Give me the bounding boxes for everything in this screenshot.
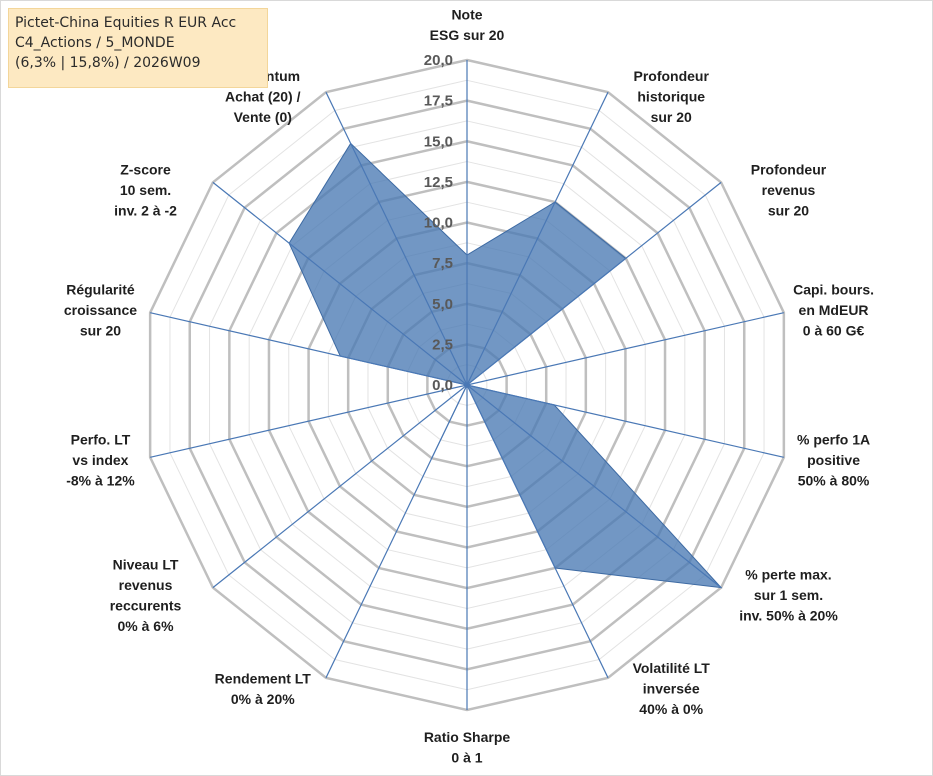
axis-label-line: Note <box>451 7 482 23</box>
axis-label-line: Perfo. LT <box>71 431 131 447</box>
tick-label: 0,0 <box>432 377 453 394</box>
tick-label: 2,5 <box>432 336 453 353</box>
axis-spoke-14 <box>325 91 468 386</box>
tick-label: 20,0 <box>424 52 453 69</box>
axis-label-line: Régularité <box>66 282 135 298</box>
axis-label-line: Profondeur <box>751 161 827 177</box>
tick-label: 12,5 <box>424 174 453 191</box>
axis-label-4: Capi. bours. en MdEUR 0 à 60 G€ <box>793 282 874 339</box>
axis-label-line: vs index <box>72 452 128 468</box>
axis-spoke-4 <box>466 312 784 386</box>
fund-category: C4_Actions / 5_MONDE <box>15 35 175 51</box>
axis-label-1: Note ESG sur 20 <box>430 7 505 44</box>
radar-spokes <box>150 60 784 710</box>
axis-label-line: inversée <box>643 681 700 697</box>
axis-label-line: Niveau LT <box>113 556 179 572</box>
tick-label: 10,0 <box>424 215 453 232</box>
axis-label-7: Volatilité LT inversée 40% à 0% <box>633 660 711 717</box>
tick-label: 5,0 <box>432 296 453 313</box>
axis-label-line: sur 20 <box>80 323 121 339</box>
axis-label-11: Perfo. LT vs index -8% à 12% <box>66 431 135 488</box>
axis-label-line: 0 à 1 <box>451 750 482 766</box>
axis-label-line: inv. 2 à -2 <box>114 202 177 218</box>
tick-label: 17,5 <box>424 93 453 110</box>
axis-label-8: Ratio Sharpe 0 à 1 <box>424 729 511 766</box>
axis-label-line: reccurents <box>110 597 182 613</box>
axis-label-line: % perfo 1A <box>797 431 870 447</box>
axis-label-line: Rendement LT <box>215 670 312 686</box>
axis-label-line: sur 1 sem. <box>754 587 823 603</box>
axis-label-line: % perte max. <box>745 567 831 583</box>
axis-label-line: revenus <box>762 182 816 198</box>
axis-spoke-9 <box>325 384 468 679</box>
axis-label-5: % perfo 1A positive 50% à 80% <box>797 431 870 488</box>
axis-label-line: Z-score <box>120 161 171 177</box>
fund-title-box: Pictet-China Equities R EUR Acc C4_Actio… <box>8 8 268 88</box>
axis-label-line: 40% à 0% <box>639 701 703 717</box>
axis-label-line: -8% à 12% <box>66 472 135 488</box>
axis-spoke-5 <box>466 384 784 458</box>
axis-label-line: Vente (0) <box>234 109 292 125</box>
radar-tick-labels: 0,0 2,5 5,0 7,5 10,0 12,5 15,0 17,5 20,0 <box>424 52 453 394</box>
axis-spoke-6 <box>466 384 722 589</box>
axis-label-3: Profondeur revenus sur 20 <box>751 161 827 218</box>
fund-name: Pictet-China Equities R EUR Acc <box>15 15 237 31</box>
fund-stats: (6,3% | 15,8%) / 2026W09 <box>15 55 201 71</box>
axis-label-13: Z-score 10 sem. inv. 2 à -2 <box>114 161 177 218</box>
axis-label-line: 0 à 60 G€ <box>803 323 865 339</box>
axis-label-line: ESG sur 20 <box>430 27 505 43</box>
radar-axis-labels: Note ESG sur 20 Profondeur historique sur 20… <box>64 7 874 766</box>
tick-label: 7,5 <box>432 255 453 272</box>
axis-label-line: Volatilité LT <box>633 660 711 676</box>
axis-label-line: 50% à 80% <box>798 472 870 488</box>
series-area <box>288 142 723 589</box>
axis-label-line: historique <box>637 88 705 104</box>
axis-label-9: Rendement LT 0% à 20% <box>215 670 312 707</box>
axis-label-line: positive <box>807 452 860 468</box>
axis-label-6: % perte max. sur 1 sem. inv. 50% à 20% <box>739 567 838 624</box>
axis-label-line: inv. 50% à 20% <box>739 608 838 624</box>
axis-label-line: 10 sem. <box>120 182 171 198</box>
axis-spoke-7 <box>466 384 609 679</box>
axis-label-line: Ratio Sharpe <box>424 729 511 745</box>
axis-label-line: 0% à 6% <box>117 618 174 634</box>
axis-label-line: Capi. bours. <box>793 282 874 298</box>
axis-spoke-2 <box>466 91 609 386</box>
axis-label-line: 0% à 20% <box>231 691 295 707</box>
axis-label-line: sur 20 <box>768 202 809 218</box>
axis-label-line: en MdEUR <box>799 302 869 318</box>
axis-label-2: Profondeur historique sur 20 <box>633 68 709 125</box>
radar-series <box>288 142 723 589</box>
axis-label-12: Régularité croissance sur 20 <box>64 282 137 339</box>
axis-spoke-11 <box>150 384 468 458</box>
axis-label-10: Niveau LT revenus reccurents 0% à 6% <box>110 556 182 634</box>
axis-label-line: Achat (20) / <box>225 88 301 104</box>
axis-label-line: sur 20 <box>651 109 692 125</box>
axis-label-line: Profondeur <box>633 68 709 84</box>
axis-label-line: revenus <box>119 577 173 593</box>
axis-spoke-10 <box>212 384 468 589</box>
tick-label: 15,0 <box>424 133 453 150</box>
axis-label-line: croissance <box>64 302 137 318</box>
axis-spoke-13 <box>212 181 468 386</box>
axis-spoke-3 <box>466 181 722 386</box>
axis-spoke-12 <box>150 312 468 386</box>
